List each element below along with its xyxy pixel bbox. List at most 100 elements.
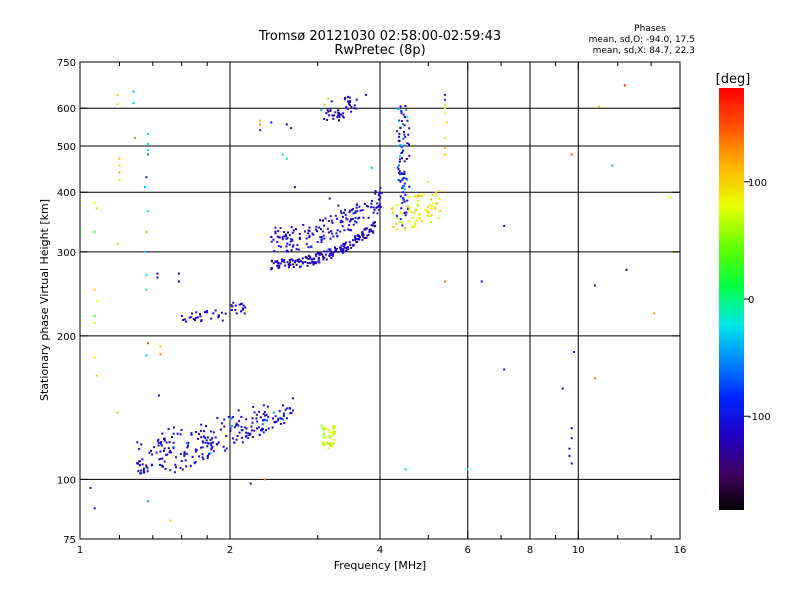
data-point — [323, 224, 325, 227]
x-axis-label: Frequency [MHz] — [334, 559, 426, 572]
data-point — [235, 422, 238, 425]
data-point — [399, 127, 402, 129]
data-point — [157, 441, 160, 444]
data-point — [366, 234, 369, 237]
data-point — [275, 420, 278, 423]
data-point — [147, 149, 150, 152]
data-point — [438, 198, 441, 201]
data-point — [336, 217, 338, 220]
data-point — [219, 428, 222, 431]
data-point — [222, 445, 225, 448]
data-point — [271, 267, 273, 270]
data-point — [198, 455, 201, 458]
data-point — [279, 422, 282, 425]
data-point — [346, 107, 349, 110]
data-point — [350, 246, 353, 249]
data-point — [362, 235, 365, 238]
data-point — [406, 142, 409, 145]
x-tick-label: 10 — [572, 545, 585, 556]
data-point — [298, 236, 301, 239]
data-point — [118, 178, 121, 181]
data-point — [291, 231, 294, 234]
x-tick-label: 8 — [527, 545, 533, 556]
data-point — [401, 157, 404, 160]
data-point — [298, 233, 301, 235]
data-point — [320, 236, 323, 238]
data-point — [301, 257, 304, 260]
data-point — [259, 416, 262, 419]
data-point — [307, 246, 310, 249]
data-point — [328, 431, 331, 434]
data-point — [209, 452, 212, 455]
data-point — [338, 113, 341, 116]
data-point — [143, 250, 146, 253]
data-point — [356, 210, 359, 213]
data-point — [307, 254, 310, 257]
data-point — [307, 232, 310, 235]
data-point — [210, 430, 212, 433]
data-point — [367, 233, 370, 236]
data-point — [262, 431, 265, 434]
data-point — [237, 424, 240, 427]
data-point — [373, 225, 376, 228]
data-point — [242, 307, 245, 310]
data-point — [292, 259, 295, 262]
data-point — [206, 445, 209, 448]
data-point — [150, 449, 152, 452]
data-point — [145, 464, 148, 467]
data-point — [291, 245, 294, 248]
data-point — [291, 239, 294, 242]
data-point — [370, 166, 373, 169]
data-point — [312, 260, 315, 263]
data-point — [223, 425, 226, 428]
data-point — [263, 478, 266, 481]
data-point — [201, 446, 204, 449]
stats-line-o: mean, sd,O: -94.0, 17.5 — [589, 35, 695, 45]
data-point — [308, 262, 311, 265]
data-point — [350, 219, 353, 222]
data-point — [410, 211, 413, 214]
data-point — [342, 116, 345, 119]
data-point — [285, 157, 288, 160]
data-point — [392, 225, 395, 228]
data-point — [208, 452, 210, 455]
data-point — [230, 304, 233, 307]
data-point — [318, 253, 321, 256]
data-point — [593, 377, 596, 380]
data-point — [398, 170, 401, 172]
data-point — [366, 227, 368, 230]
data-point — [292, 229, 295, 232]
data-point — [430, 207, 433, 210]
data-point — [340, 247, 343, 250]
data-point — [307, 257, 310, 260]
data-point — [236, 423, 239, 426]
data-point — [156, 272, 159, 275]
data-point — [168, 441, 171, 444]
data-point — [287, 263, 290, 266]
data-point — [295, 248, 298, 251]
data-point — [309, 255, 312, 258]
data-point — [330, 230, 333, 233]
data-point — [232, 301, 235, 304]
data-point — [359, 236, 361, 239]
data-point — [287, 264, 290, 267]
data-point — [408, 127, 411, 130]
data-point — [316, 241, 319, 243]
data-point — [431, 202, 434, 205]
data-point — [402, 137, 405, 140]
data-point — [151, 453, 154, 456]
data-point — [326, 442, 329, 445]
data-point — [140, 472, 143, 475]
data-point — [355, 206, 358, 209]
data-point — [378, 205, 381, 207]
data-point — [328, 443, 331, 446]
axis-ticks — [79, 61, 681, 540]
data-point — [210, 317, 213, 320]
data-point — [240, 302, 243, 305]
data-point — [398, 172, 401, 174]
data-point — [281, 236, 284, 239]
data-point — [240, 415, 243, 418]
data-point — [305, 237, 308, 240]
data-point — [271, 417, 274, 420]
